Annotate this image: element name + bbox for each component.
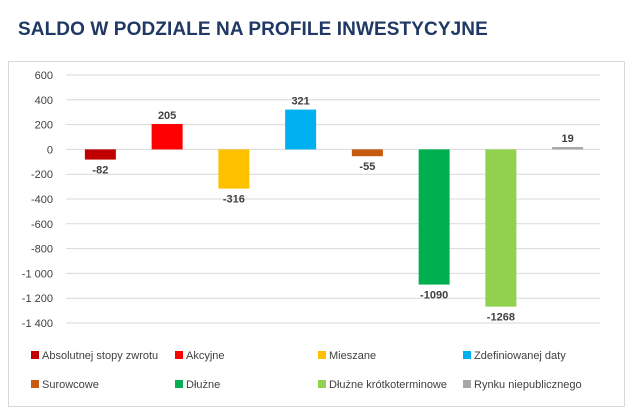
legend-label: Akcyjne (186, 350, 225, 362)
bar-value-label: -1090 (420, 290, 448, 302)
bar-value-label: -55 (359, 161, 375, 173)
y-tick-label: 200 (35, 120, 53, 132)
legend-label: Rynku niepublicznego (474, 379, 582, 391)
bar-value-label: 19 (562, 133, 574, 145)
legend-swatch (463, 351, 471, 359)
y-tick-label: -200 (31, 169, 53, 181)
y-tick-label: -400 (31, 194, 53, 206)
legend-label: Dłużne (186, 379, 220, 391)
legend-swatch (318, 380, 326, 388)
legend-swatch (31, 380, 39, 388)
bar-value-label: -316 (223, 194, 245, 206)
legend-label: Absolutnej stopy zwrotu (42, 350, 158, 362)
chart-frame (8, 61, 625, 407)
bar (351, 149, 383, 157)
legend-swatch (463, 380, 471, 388)
y-tick-label: -800 (31, 244, 53, 256)
legend-label: Zdefiniowanej daty (474, 350, 566, 362)
legend-label: Surowcowe (42, 379, 99, 391)
chart-title: SALDO W PODZIALE NA PROFILE INWESTYCYJNE (18, 19, 488, 40)
legend-swatch (175, 351, 183, 359)
bar (552, 147, 584, 150)
legend-label: Dłużne krótkoterminowe (329, 379, 447, 391)
bar-value-label: 321 (291, 96, 309, 108)
y-tick-label: 0 (47, 144, 53, 156)
bar-value-label: -82 (92, 165, 108, 177)
legend-swatch (318, 351, 326, 359)
y-tick-label: 400 (35, 95, 53, 107)
y-tick-label: 600 (35, 70, 53, 82)
legend-label: Mieszane (329, 350, 376, 362)
bar (151, 123, 183, 150)
legend-swatch (31, 351, 39, 359)
bar-value-label: 205 (158, 110, 176, 122)
legend-swatch (175, 380, 183, 388)
bar (285, 109, 317, 150)
bar-value-label: -1268 (487, 312, 515, 324)
bar (84, 149, 116, 160)
bar (418, 149, 450, 285)
y-tick-label: -1 000 (22, 268, 53, 280)
y-tick-label: -600 (31, 219, 53, 231)
bar (485, 149, 517, 307)
y-tick-label: -1 400 (22, 318, 53, 330)
y-tick-label: -1 200 (22, 293, 53, 305)
bar (218, 149, 250, 189)
